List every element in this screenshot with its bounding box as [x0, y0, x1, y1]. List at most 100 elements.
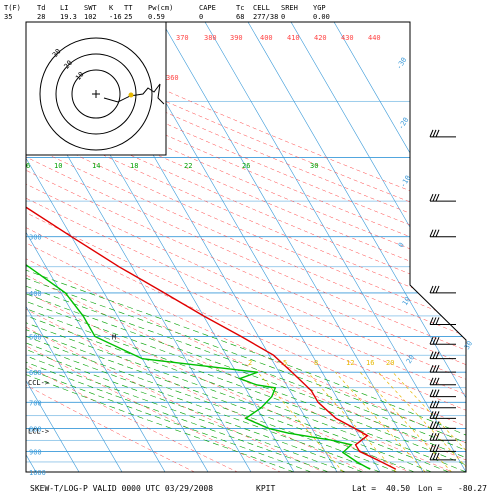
theta-label: 400: [260, 34, 273, 42]
hodograph-center: [92, 90, 100, 98]
mixing-ratio-label: 2: [248, 359, 252, 367]
header-label: Td: [37, 4, 45, 12]
wind-barb-flag: [432, 389, 437, 397]
moist-adiabat-line: [26, 157, 466, 472]
mixing-ratio-label: 8: [314, 359, 318, 367]
header-labels: T(F) Td LI SWT K TT Pw(cm) CAPE Tc CELL SREH YGP: [4, 4, 326, 12]
moist-adiabat-line: [26, 157, 398, 472]
isotherm-label: 20: [405, 354, 416, 365]
wind-barb-flag: [432, 377, 437, 385]
wind-barb-flag: [429, 129, 434, 138]
wind-barb-flag: [432, 364, 437, 373]
dewpoint-line-point: [330, 439, 333, 441]
mixing-ratio-label: 12: [346, 359, 354, 367]
moist-adiabat-line: [26, 157, 432, 472]
temperature-line-point: [394, 468, 397, 470]
level-marker-label: LCL->: [28, 428, 49, 436]
moist-adiabat-line: [26, 157, 415, 472]
moist-adiabat-line: [26, 157, 466, 472]
wind-barb-flag: [429, 337, 434, 345]
mixing-ratio-line: [257, 371, 344, 472]
wind-barb-flag: [429, 377, 434, 385]
wind-barb-flag: [429, 351, 434, 359]
wind-barb-flag: [432, 351, 437, 359]
temperature-line-point: [202, 315, 205, 317]
header-value: 277/38: [253, 13, 278, 21]
temperature-line-point: [240, 335, 242, 338]
dry-adiabat-line: [26, 22, 466, 472]
theta-label: 410: [287, 34, 300, 42]
header-label: YGP: [313, 4, 326, 12]
moist-adiabat-line: [26, 157, 466, 472]
footer-lat-label: Lat =: [352, 484, 376, 493]
dry-adiabat-line: [26, 22, 466, 472]
mixing-ratio-line: [335, 371, 426, 472]
hodograph-ring-label: 20: [63, 59, 75, 71]
moist-adiabat-lines: [26, 157, 466, 472]
isobar-label: 800: [29, 425, 42, 433]
wind-barb-flag: [435, 193, 440, 202]
dewpoint-line-point: [356, 461, 358, 463]
mixing-ratio-label: 16: [366, 359, 374, 367]
dewpoint-line-point: [271, 396, 273, 398]
dry-adiabat-line: [26, 22, 466, 472]
thetae-label: 30: [310, 162, 318, 170]
thetae-label: 22: [184, 162, 192, 170]
dewpoint-line-point: [28, 266, 30, 268]
temperature-trace: [26, 22, 397, 470]
isobar-label: 400: [29, 290, 42, 298]
dewpoint-line-point: [369, 468, 371, 470]
temperature-line-point: [358, 450, 361, 453]
header-label: SREH: [281, 4, 298, 12]
moist-adiabat-line: [26, 157, 381, 472]
level-marker-label: CCL->: [28, 379, 49, 387]
header-label: Tc: [236, 4, 244, 12]
hodograph-inset: [25, 21, 167, 156]
moist-adiabat-line: [26, 157, 312, 472]
wind-barb-flag: [429, 389, 434, 397]
mixing-ratio-label: 5: [283, 359, 287, 367]
dry-adiabat-line: [26, 22, 466, 472]
temperature-line-point: [366, 434, 369, 437]
header-label: TT: [124, 4, 133, 12]
wind-barb-flag: [435, 129, 440, 138]
dry-adiabat-line: [26, 22, 389, 472]
thetae-label: 26: [242, 162, 250, 170]
dry-adiabat-line: [26, 22, 466, 472]
dry-adiabat-line: [26, 22, 466, 472]
theta-label: 440: [368, 34, 381, 42]
wind-barb-flag: [435, 351, 440, 359]
header-label: CAPE: [199, 4, 216, 12]
thetae-label: 10: [54, 162, 62, 170]
isobar-label: 900: [29, 448, 42, 456]
header-value: 19.3: [60, 13, 77, 21]
thetae-label: 6: [26, 162, 30, 170]
wind-barb-flag: [435, 285, 440, 294]
dewpoint-line-point: [350, 444, 352, 446]
footer-lon-label: Lon =: [418, 484, 442, 493]
moist-adiabat-line: [26, 157, 466, 472]
isotherm-line: [26, 22, 128, 472]
hodograph-ring-label: 10: [74, 70, 86, 82]
wind-barb-flag: [432, 337, 437, 345]
isotherm-line: [333, 22, 466, 472]
theta-label: 430: [341, 34, 354, 42]
thetae-label: 18: [130, 162, 138, 170]
storm-motion-marker: [128, 92, 134, 98]
level-marker-label: M: [112, 334, 116, 342]
isotherm-line: [26, 22, 85, 472]
theta-label: 370: [176, 34, 189, 42]
mixing-ratio-line: [392, 371, 466, 472]
wind-barb-flag: [432, 433, 437, 441]
dewpoint-line-point: [239, 377, 241, 380]
dewpoint-line-point: [288, 432, 290, 434]
theta-label: 380: [204, 34, 217, 42]
footer-lon-value: -80.27: [458, 484, 487, 493]
wind-barb-flag: [429, 433, 434, 441]
temperature-line-point: [272, 354, 275, 356]
dry-adiabat-line: [26, 22, 466, 472]
header-label: Pw(cm): [148, 4, 173, 12]
mixing-ratio-line: [359, 371, 452, 472]
